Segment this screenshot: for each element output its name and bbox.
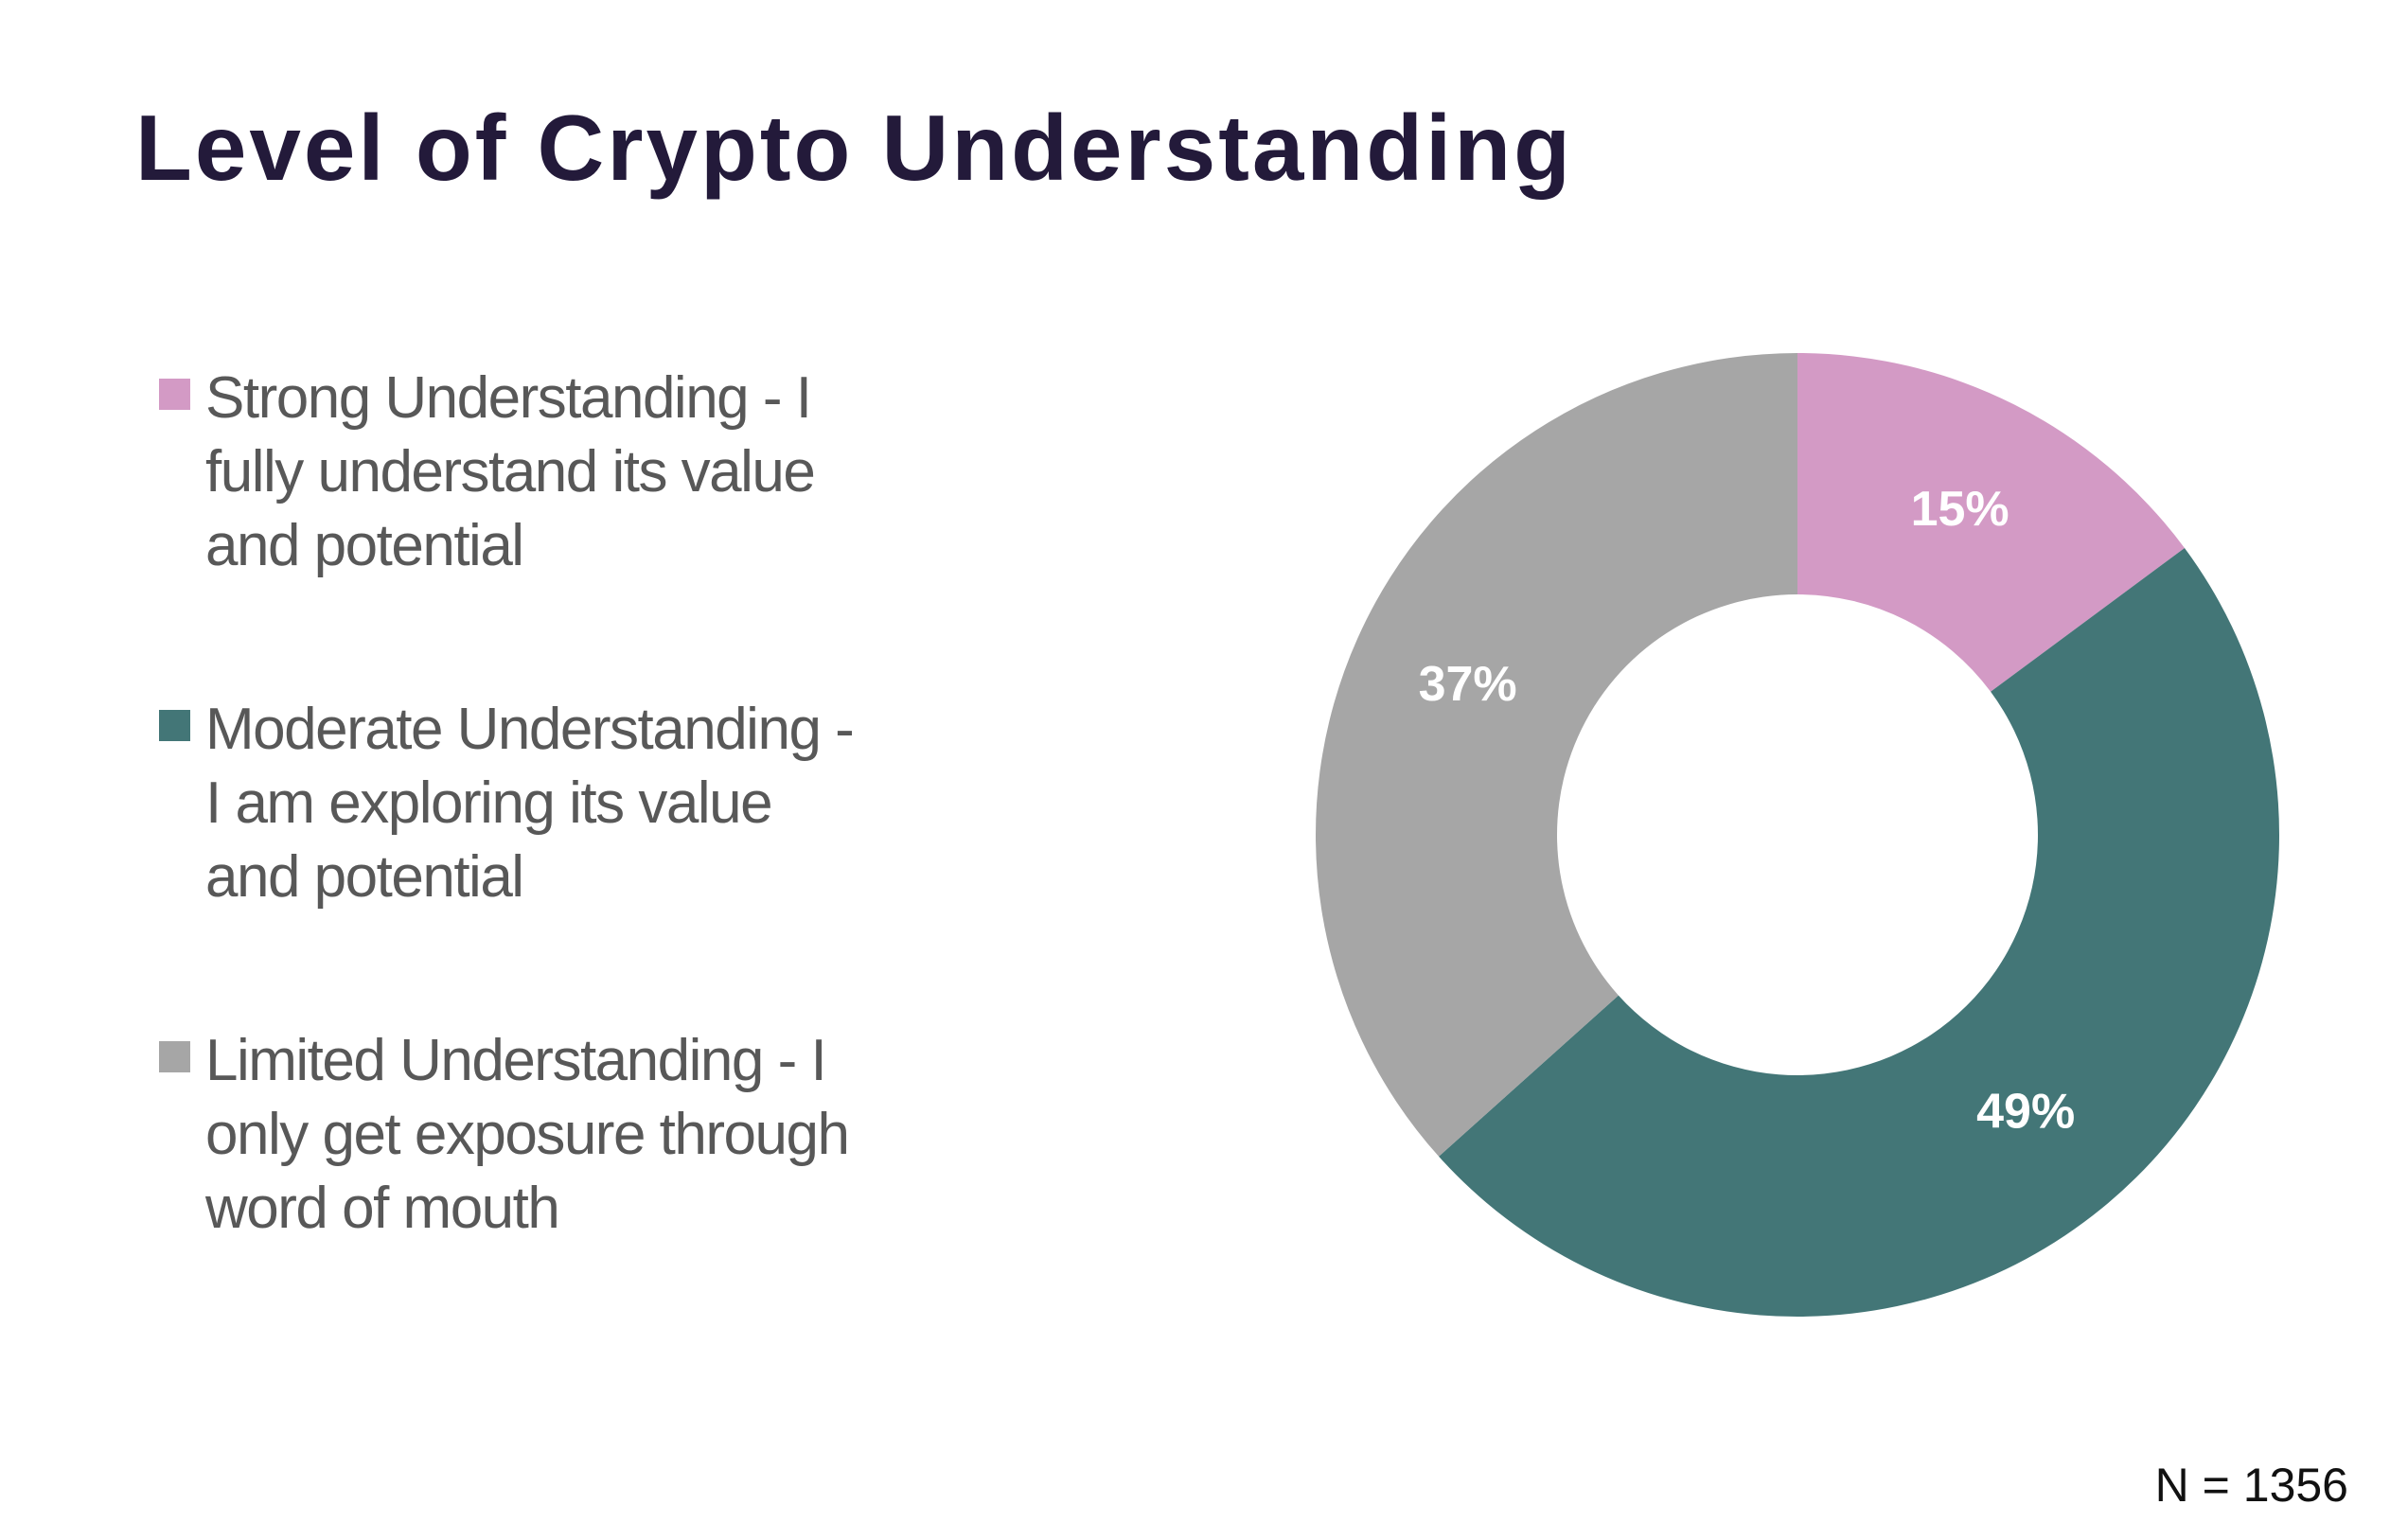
legend-swatch (159, 379, 190, 410)
data-label: 37% (1419, 657, 1517, 712)
legend-label: Limited Understanding - I only get expos… (205, 1028, 850, 1241)
legend-swatch (159, 1041, 190, 1072)
legend-label: Strong Understanding - I fully understan… (205, 365, 816, 578)
legend-item: Limited Understanding - I only get expos… (159, 1024, 878, 1246)
legend-item: Moderate Understanding - I am exploring … (159, 693, 878, 914)
legend-item: Strong Understanding - I fully understan… (159, 362, 878, 583)
data-label: 15% (1911, 482, 2009, 537)
donut-slice (1316, 353, 1797, 1157)
sample-size-note: N = 1356 (2154, 1459, 2348, 1512)
legend-label: Moderate Understanding - I am exploring … (205, 697, 855, 910)
legend-swatch (159, 710, 190, 741)
chart-title: Level of Crypto Understanding (135, 96, 1574, 200)
data-label: 49% (1976, 1084, 2075, 1139)
donut-slice (1797, 353, 2185, 692)
donut-slice (1439, 547, 2279, 1318)
